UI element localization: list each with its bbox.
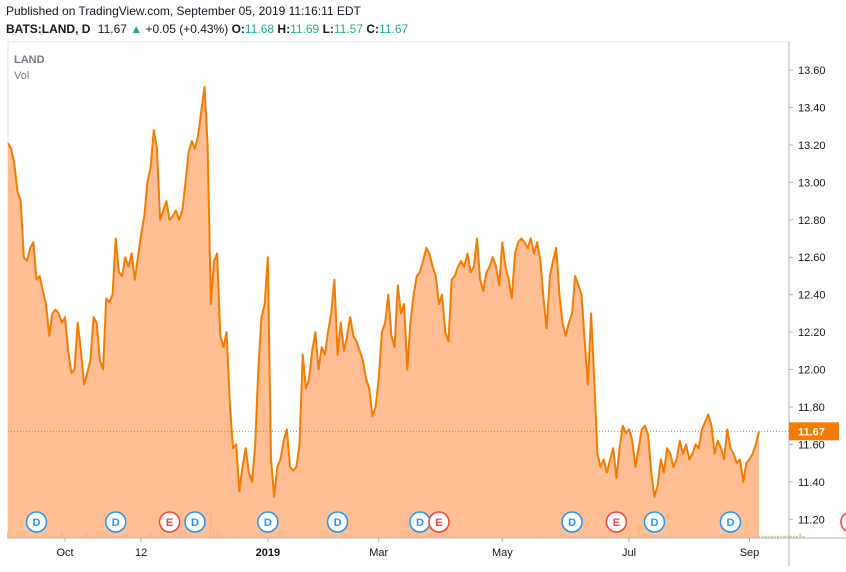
earnings-marker[interactable]: E	[428, 511, 450, 533]
dividend-marker[interactable]: D	[561, 511, 583, 533]
y-tick-label: 11.60	[798, 439, 825, 451]
dividend-marker[interactable]: D	[184, 511, 206, 533]
event-circle	[158, 511, 181, 533]
earnings-marker[interactable]: E	[158, 511, 181, 533]
x-tick-label: 2019	[256, 547, 280, 559]
volume-bar	[777, 535, 780, 538]
x-tick-label: May	[492, 547, 513, 559]
close-value: 11.67	[379, 22, 409, 36]
dividend-marker[interactable]: D	[326, 511, 349, 533]
y-tick-label: 11.40	[798, 477, 825, 489]
earnings-marker[interactable]: E	[840, 512, 846, 532]
symbol-line: BATS:LAND, D 11.67 ▲ +0.05 (+0.43%) O:11…	[6, 22, 408, 36]
last-price-label: 11.67	[798, 426, 825, 438]
volume-bar	[799, 533, 802, 538]
dividend-marker[interactable]: D	[409, 511, 431, 533]
symbol-name: BATS:LAND, D	[6, 22, 91, 36]
event-label: D	[568, 517, 576, 529]
volume-bar	[770, 535, 773, 538]
volume-bar	[780, 535, 783, 538]
dividend-marker[interactable]: D	[719, 511, 742, 533]
low-label: L:	[322, 22, 334, 36]
event-label: D	[727, 517, 735, 529]
y-tick-label: 13.40	[798, 103, 826, 115]
x-tick-label: Oct	[56, 547, 73, 559]
price-change: +0.05 (+0.43%)	[145, 22, 229, 36]
event-label: E	[435, 517, 442, 529]
y-tick-label: 12.40	[798, 290, 826, 302]
volume-bar	[802, 535, 805, 538]
event-label: D	[650, 517, 658, 529]
last-price-badge	[789, 422, 839, 441]
volume-bar	[761, 535, 764, 538]
event-label: D	[33, 517, 41, 529]
event-label: D	[416, 517, 424, 529]
volume-bar	[796, 535, 799, 538]
volume-bar	[773, 535, 776, 538]
x-tick-label: Mar	[369, 547, 388, 559]
y-tick-label: 12.60	[798, 252, 826, 264]
volume-bar	[764, 535, 767, 538]
event-circle	[605, 511, 628, 533]
volume-bar	[786, 535, 789, 538]
volume-bar	[792, 535, 795, 538]
last-price: 11.67	[97, 22, 127, 36]
up-arrow-icon: ▲	[130, 22, 143, 36]
event-circle	[561, 511, 583, 533]
dividend-marker[interactable]: D	[104, 511, 127, 533]
dividend-marker[interactable]: D	[257, 511, 279, 533]
event-label: D	[264, 517, 272, 529]
event-label: E	[613, 517, 620, 529]
volume-bar	[789, 535, 792, 538]
x-tick-label: 12	[135, 547, 147, 559]
legend-symbol: LAND	[14, 54, 45, 66]
earnings-marker[interactable]: E	[605, 511, 628, 533]
event-circle	[104, 511, 127, 533]
price-area-fill	[8, 86, 759, 539]
open-value: 11.68	[244, 22, 275, 36]
x-tick-label: Jul	[622, 547, 636, 559]
dividend-marker[interactable]: D	[25, 511, 48, 533]
event-circle	[257, 511, 279, 533]
legend-volume: Vol	[14, 70, 30, 82]
low-value: 11.57	[333, 22, 364, 36]
y-tick-label: 11.20	[798, 514, 825, 526]
volume-bar	[767, 535, 770, 538]
y-tick-label: 13.00	[798, 177, 826, 189]
volume-bar	[783, 535, 786, 538]
event-label: D	[191, 517, 199, 529]
event-circle	[184, 511, 206, 533]
y-tick-label: 12.80	[798, 215, 826, 227]
event-label: E	[166, 517, 173, 529]
y-tick-label: 11.80	[798, 402, 825, 414]
event-label: D	[112, 517, 120, 529]
event-circle	[643, 511, 666, 533]
event-circle	[326, 511, 349, 533]
event-circle	[719, 511, 742, 533]
event-label: D	[334, 517, 342, 529]
y-tick-label: 13.20	[798, 140, 826, 152]
high-label: H:	[277, 22, 291, 36]
close-label: C:	[366, 22, 380, 36]
y-tick-label: 12.00	[798, 365, 826, 377]
high-value: 11.69	[290, 22, 320, 36]
price-line	[7, 85, 760, 498]
y-tick-label: 13.60	[798, 65, 826, 77]
y-tick-label: 12.20	[798, 327, 826, 339]
published-line: Published on TradingView.com, September …	[6, 4, 361, 18]
open-label: O:	[231, 22, 245, 36]
event-circle	[428, 511, 450, 533]
event-circle	[25, 511, 48, 533]
dividend-marker[interactable]: D	[643, 511, 666, 533]
event-circle	[840, 512, 846, 532]
x-tick-label: Sep	[740, 547, 760, 559]
